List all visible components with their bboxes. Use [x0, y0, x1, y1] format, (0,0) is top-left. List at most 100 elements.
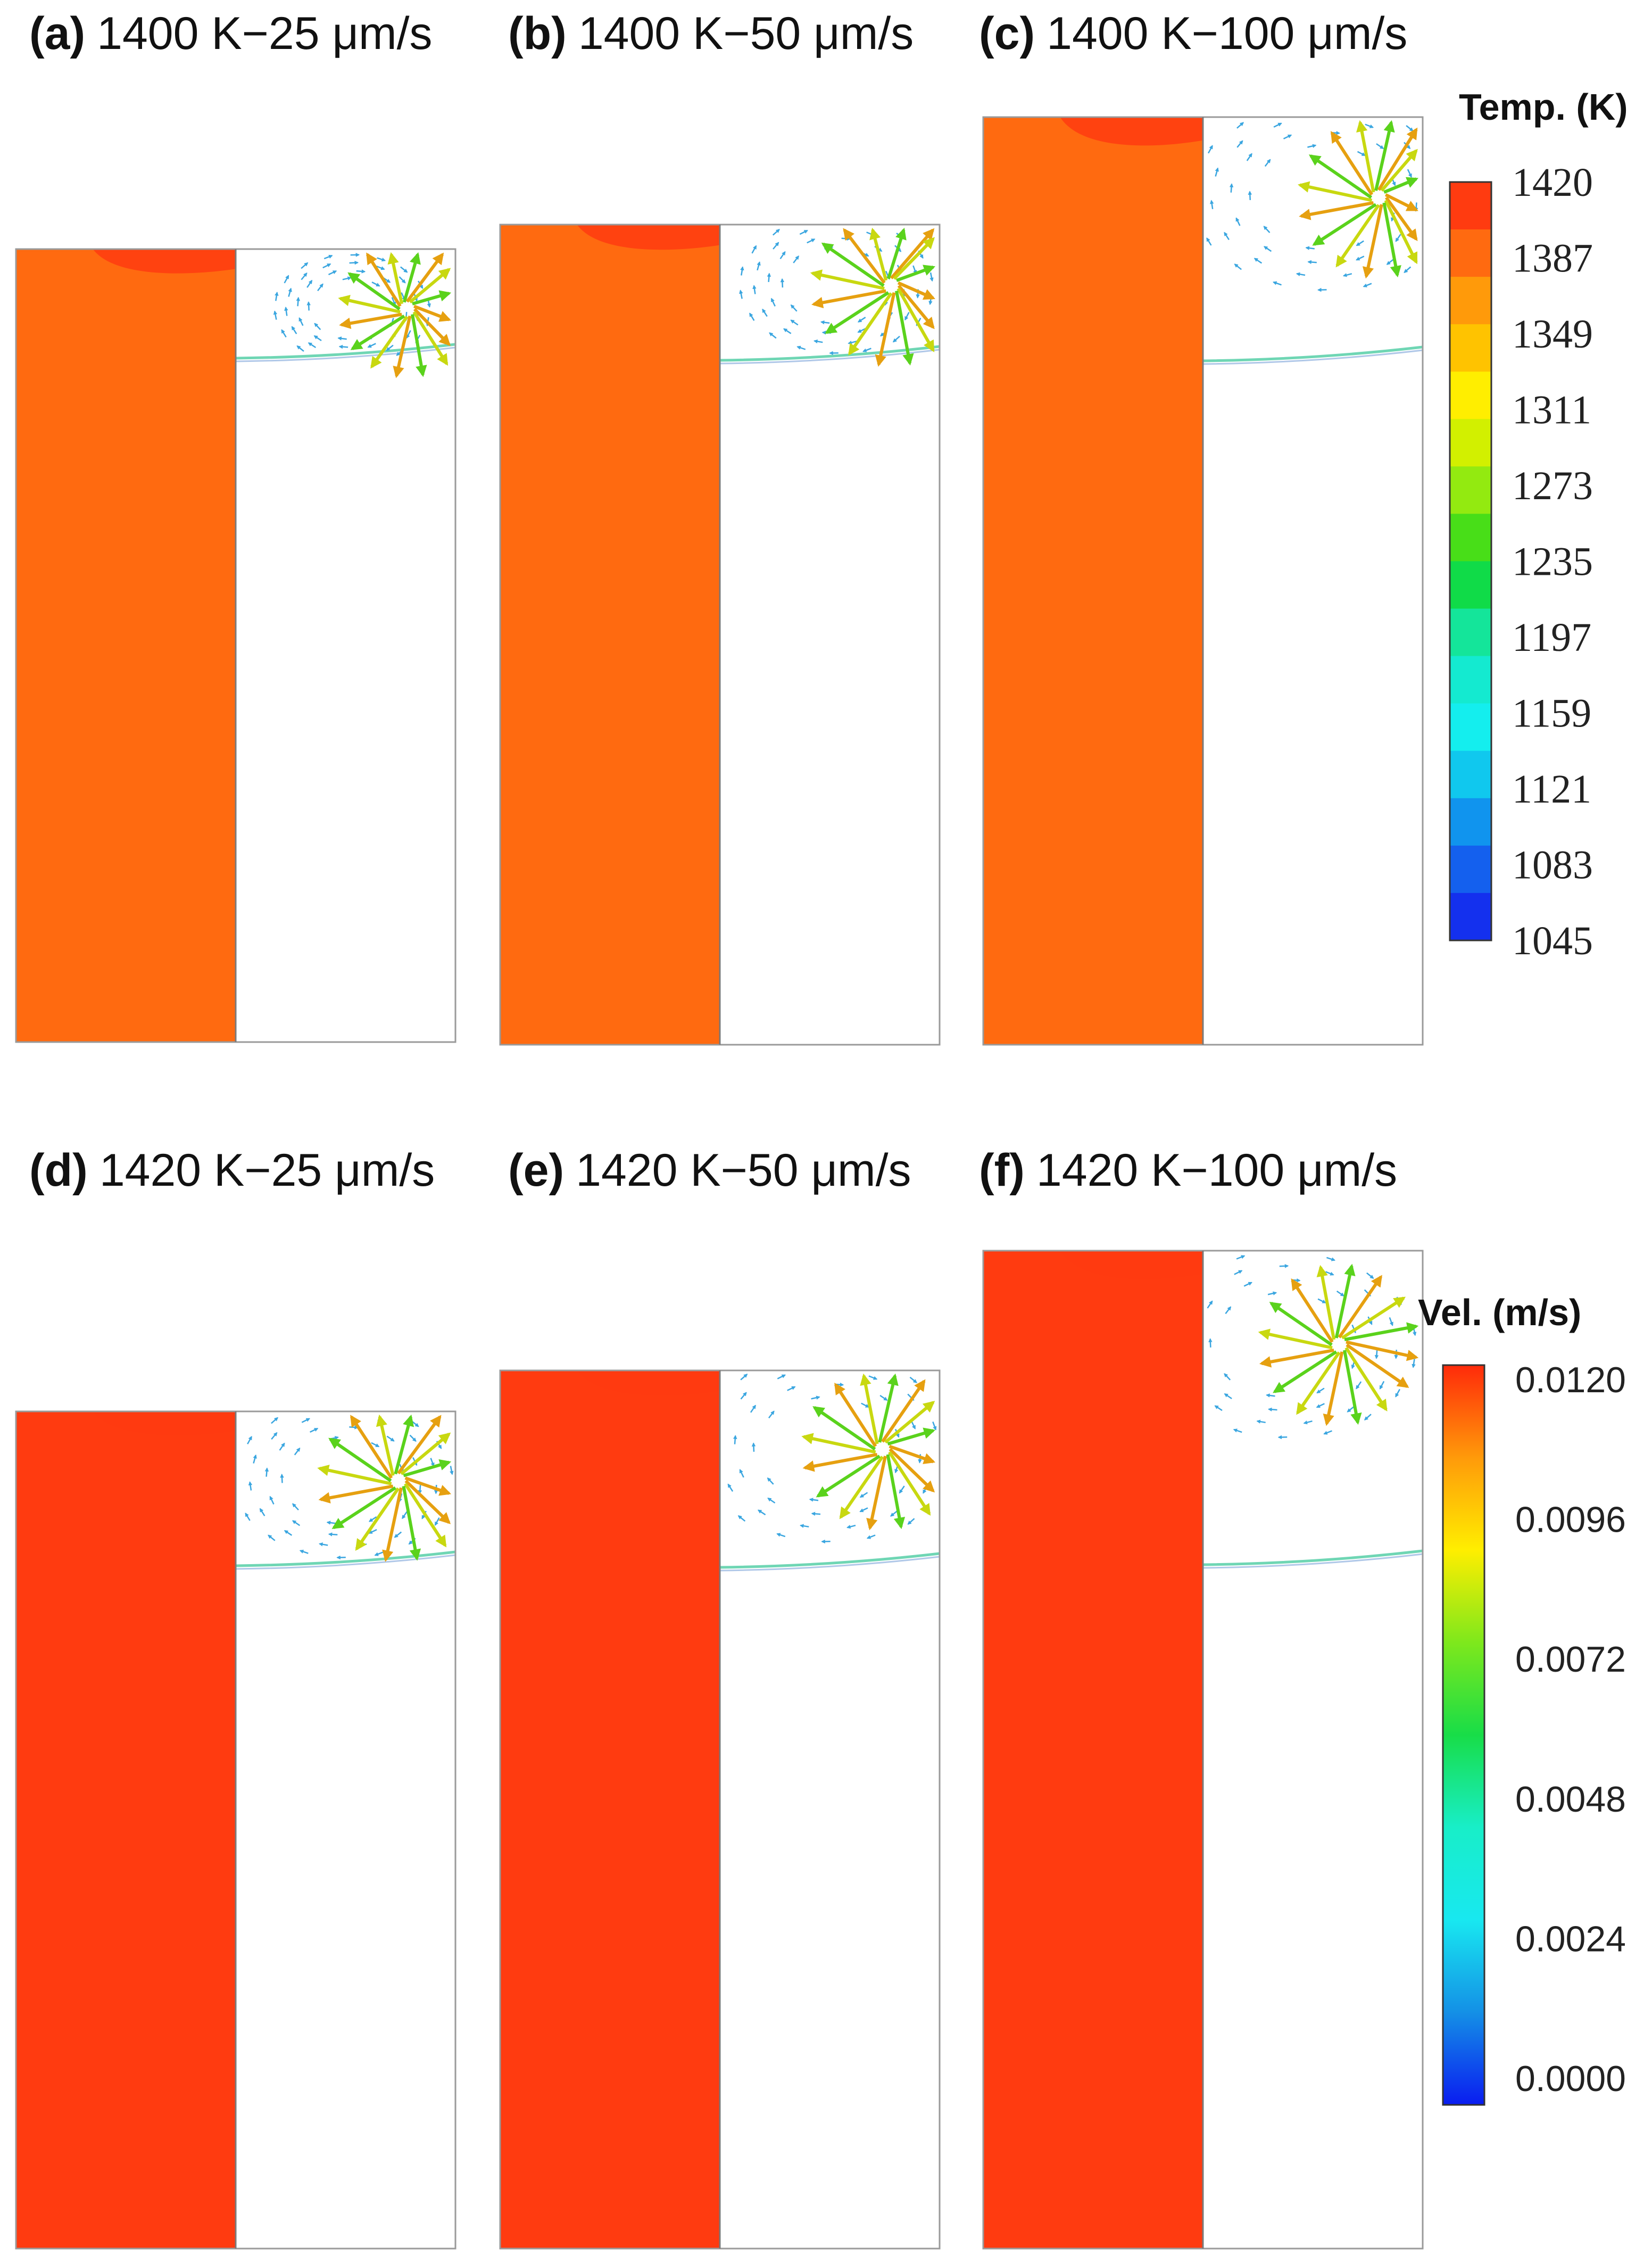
temperature-contour — [500, 1370, 720, 2249]
velocity-arrow-small — [349, 260, 359, 265]
temperature-contour — [16, 249, 236, 1043]
temperature-colorbar-band — [1450, 893, 1491, 941]
velocity-arrow-large — [350, 1415, 393, 1479]
panel-title-c: (c) 1400 K−100 μm/s — [979, 8, 1407, 59]
velocity-arrow-small — [1234, 1270, 1243, 1275]
velocity-arrow-small — [1303, 1420, 1313, 1425]
velocity-arrow-small — [1206, 237, 1212, 246]
velocity-arrow-small — [367, 343, 376, 348]
velocity-arrow-small — [1279, 1264, 1289, 1268]
velocity-arrow-small — [406, 330, 411, 339]
velocity-arrow-large — [896, 287, 935, 352]
velocity-arrow-small — [1207, 1300, 1213, 1309]
velocity-arrow-large — [1312, 203, 1377, 246]
velocity-arrow-small — [271, 1417, 279, 1424]
velocity-arrow-small — [368, 1516, 377, 1522]
velocity-arrow-small — [314, 323, 321, 330]
velocity-arrow-small — [890, 1510, 898, 1517]
panel-caption-e: 1420 K−50 μm/s — [576, 1145, 911, 1196]
velocity-arrow-small — [793, 255, 799, 263]
velocity-arrow-small — [323, 254, 333, 260]
velocity-arrow-large — [1344, 1322, 1419, 1342]
velocity-arrow-small — [430, 1458, 435, 1467]
liquid-interface — [235, 343, 456, 360]
velocity-arrow-large — [878, 1373, 899, 1443]
velocity-arrow-small — [1389, 1317, 1393, 1326]
velocity-arrow-small — [770, 298, 776, 307]
panel-f — [982, 1250, 1424, 2250]
temperature-contour-band — [16, 1411, 236, 2249]
temperature-tick-label: 1045 — [1512, 919, 1593, 963]
velocity-arrow-small — [750, 1404, 757, 1413]
velocity-domain — [720, 1370, 940, 2249]
velocity-arrow-small — [271, 1432, 278, 1440]
velocity-arrow-large — [848, 292, 893, 356]
velocity-arrow-large — [404, 1480, 451, 1524]
velocity-arrow-small — [783, 328, 792, 334]
velocity-arrow-small — [727, 1483, 734, 1492]
velocity-arrow-small — [296, 345, 304, 352]
temperature-contour — [16, 1411, 236, 2249]
temperature-hot-cap — [577, 1370, 720, 1395]
velocity-arrow-small — [306, 279, 313, 288]
velocity-arrow-large — [397, 1415, 442, 1475]
velocity-arrow-large — [897, 281, 935, 300]
velocity-arrow-large — [1380, 148, 1418, 192]
panel-letter-f: (f) — [979, 1145, 1025, 1196]
panel-title-e: (e) 1420 K−50 μm/s — [508, 1145, 911, 1196]
velocity-arrow-large — [1335, 204, 1380, 268]
velocity-arrow-small — [1356, 1381, 1362, 1390]
velocity-arrow-small — [790, 304, 798, 312]
velocity-arrow-small — [1208, 145, 1213, 154]
panel-c — [982, 116, 1424, 1046]
temperature-tick-label: 1121 — [1512, 767, 1591, 812]
panel-caption-f: 1420 K−100 μm/s — [1036, 1145, 1397, 1196]
velocity-arrow-large — [1330, 131, 1374, 196]
panel-b — [499, 224, 941, 1046]
velocity-tick-label: 0.0120 — [1515, 1360, 1626, 1400]
velocity-vectors — [1207, 1255, 1419, 1440]
velocity-arrow-small — [740, 1374, 748, 1381]
temperature-colorbar-band — [1450, 750, 1491, 799]
velocity-arrow-small — [1363, 283, 1372, 287]
velocity-arrow-large — [1269, 1302, 1333, 1346]
velocity-arrow-large — [1316, 1265, 1336, 1340]
velocity-arrow-large — [1334, 1263, 1356, 1338]
velocity-arrow-small — [317, 283, 323, 292]
velocity-arrow-small — [284, 1530, 293, 1536]
velocity-arrow-large — [350, 315, 405, 350]
panel-caption-a: 1400 K−25 μm/s — [97, 8, 432, 59]
velocity-arrow-small — [1263, 246, 1272, 252]
velocity-arrow-small — [780, 278, 785, 288]
velocity-arrow-small — [809, 1498, 819, 1502]
temperature-hot-cap — [1060, 117, 1203, 146]
temperature-hot-cap — [93, 249, 236, 274]
panel-caption-d: 1420 K−25 μm/s — [99, 1145, 435, 1196]
velocity-arrow-large — [1346, 1343, 1409, 1388]
velocity-arrow-large — [376, 1414, 395, 1476]
panel-letter-b: (b) — [508, 8, 567, 59]
velocity-arrow-small — [268, 1534, 276, 1541]
velocity-arrow-small — [328, 270, 337, 276]
velocity-arrow-small — [740, 1392, 747, 1400]
panel-caption-b: 1400 K−50 μm/s — [578, 8, 914, 59]
velocity-arrow-small — [749, 312, 755, 321]
velocity-arrow-small — [1374, 1350, 1379, 1359]
velocity-arrow-small — [1236, 122, 1244, 129]
velocity-arrow-small — [1229, 183, 1234, 193]
velocity-arrow-small — [1326, 1257, 1336, 1261]
panel-title-a: (a) 1400 K−25 μm/s — [29, 8, 433, 59]
velocity-arrow-large — [403, 1459, 452, 1477]
velocity-arrow-small — [892, 335, 900, 343]
velocity-arrow-small — [1224, 1393, 1232, 1400]
panel-title-f: (f) 1420 K−100 μm/s — [979, 1145, 1397, 1196]
temperature-colorbar-band — [1450, 277, 1491, 325]
velocity-arrow-small — [301, 1418, 311, 1423]
velocity-arrow-large — [843, 228, 886, 284]
liquid-interface — [235, 1550, 456, 1567]
velocity-arrow-small — [899, 1485, 905, 1494]
velocity-arrow-large — [331, 1486, 396, 1530]
velocity-arrow-large — [886, 227, 907, 279]
velocity-arrow-large — [1299, 201, 1374, 220]
velocity-arrow-large — [404, 1483, 447, 1548]
